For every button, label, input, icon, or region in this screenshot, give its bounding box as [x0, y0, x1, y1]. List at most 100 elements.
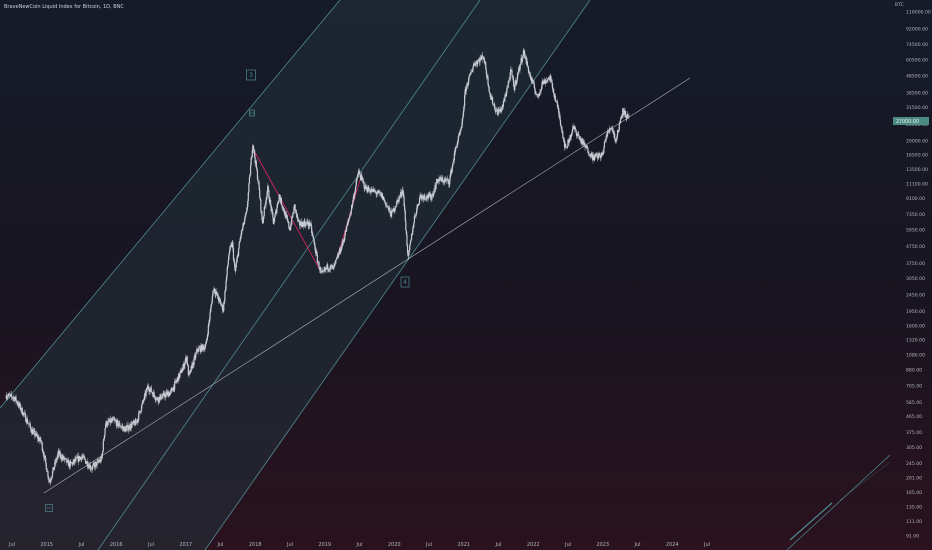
candle-body-741: [428, 193, 430, 195]
candle-body-834: [481, 55, 483, 57]
candle-body-455: [265, 199, 267, 206]
candle-body-794: [458, 131, 461, 136]
candle-body-408: [238, 243, 240, 249]
candle-body-526: [305, 222, 308, 224]
candle-body-152: [92, 464, 94, 467]
candle-body-1069: [615, 138, 618, 141]
price-tick-0: 116000.00: [906, 10, 931, 16]
time-tick-17: 2023: [596, 542, 609, 548]
candle-body-569: [330, 265, 332, 267]
candle-body-327: [192, 362, 194, 369]
channel-right-line-2: [839, 461, 891, 501]
candle-body-420: [245, 212, 247, 216]
price-tick-15: 4750.00: [906, 244, 925, 250]
candle-body-934: [538, 93, 540, 97]
price-axis: 116000.00 92000.00 74500.00 60500.00 48500.0…: [906, 10, 931, 540]
candle-body-954: [550, 75, 552, 80]
candle-body-614: [356, 178, 358, 181]
wave-label-3: iv: [45, 504, 53, 512]
candle-body-570: [331, 266, 333, 267]
candle-body-20: [17, 403, 19, 405]
candle-body-968: [558, 108, 560, 115]
candle-body-803: [464, 94, 466, 107]
candle-body-138: [84, 458, 86, 461]
candle-body-973: [561, 127, 563, 130]
candle-body-626: [362, 180, 365, 183]
candle-body-876: [505, 93, 507, 96]
candle-body-844: [487, 76, 489, 86]
candle-body-635: [368, 187, 370, 190]
candle-body-817: [472, 69, 474, 72]
candle-body-826: [477, 60, 479, 65]
candle-body-809: [467, 84, 469, 86]
price-tick-19: 1950.00: [906, 309, 925, 315]
price-tick-29: 245.00: [906, 461, 922, 467]
candle-body-451: [263, 216, 265, 220]
candle-body-1066: [614, 133, 616, 139]
candle-body-482: [280, 198, 283, 205]
candle-body-792: [457, 136, 459, 142]
candle-body-618: [358, 171, 360, 172]
candle-body-917: [529, 72, 531, 74]
candle-body-735: [425, 199, 427, 200]
candle-body-613: [355, 180, 357, 187]
candle-body-63: [41, 442, 43, 451]
candle-body-539: [313, 239, 315, 242]
candle-body-519: [301, 222, 304, 228]
candle-body-740: [428, 193, 430, 199]
candle-body-1011: [582, 141, 584, 145]
candle-body-393: [230, 245, 232, 247]
candle-body-274: [162, 396, 164, 397]
time-tick-19: 2024: [666, 542, 679, 548]
candle-body-700: [405, 220, 407, 231]
candle-body-210: [125, 427, 127, 432]
candle-body-821: [474, 63, 476, 65]
candle-body-250: [148, 388, 150, 391]
candle-body-990: [570, 133, 572, 138]
candle-body-177: [106, 425, 108, 426]
candle-body-642: [372, 189, 374, 192]
candle-body-471: [274, 213, 276, 218]
candle-body-156: [94, 462, 96, 468]
wave-line-b: [337, 179, 361, 256]
candle-body-594: [344, 230, 346, 237]
candle-body-189: [113, 419, 115, 420]
candle-body-768: [444, 179, 446, 183]
candle-body-34: [25, 414, 27, 422]
candle-body-96: [60, 454, 62, 459]
candle-body-405: [236, 255, 239, 259]
candle-body-426: [248, 176, 251, 184]
candle-body-552: [320, 270, 322, 272]
candle-body-675: [390, 210, 393, 218]
candle-body-498: [289, 225, 292, 231]
candle-body-1042: [600, 155, 602, 159]
wave-label-box-0: [246, 69, 256, 81]
price-tick-8: 20000.00: [906, 138, 928, 144]
candle-body-413: [241, 230, 243, 232]
candle-body-914: [527, 65, 529, 68]
time-tick-12: Jul: [425, 542, 432, 548]
candle-body-897: [517, 71, 519, 73]
candle-body-142: [86, 461, 88, 467]
candle-body-596: [345, 226, 348, 232]
candle-body-922: [531, 79, 534, 84]
candle-body-819: [473, 63, 475, 66]
candle-body-246: [146, 388, 148, 391]
candle-body-938: [541, 85, 543, 90]
candle-body-992: [571, 129, 574, 133]
candle-body-585: [339, 248, 341, 253]
candle-body-811: [468, 75, 470, 79]
wave-label-text-2: 4: [403, 279, 407, 286]
candle-body-349: [204, 344, 207, 348]
candle-body-1068: [615, 140, 617, 142]
candle-body-424: [247, 192, 249, 202]
candle-body-653: [378, 191, 380, 193]
candle-body-361: [211, 296, 213, 303]
candle-body-544: [316, 251, 318, 255]
candle-body-804: [464, 89, 466, 95]
candle-body-1012: [583, 141, 585, 143]
price-tick-31: 165.00: [906, 490, 922, 496]
candle-body-419: [244, 215, 247, 217]
